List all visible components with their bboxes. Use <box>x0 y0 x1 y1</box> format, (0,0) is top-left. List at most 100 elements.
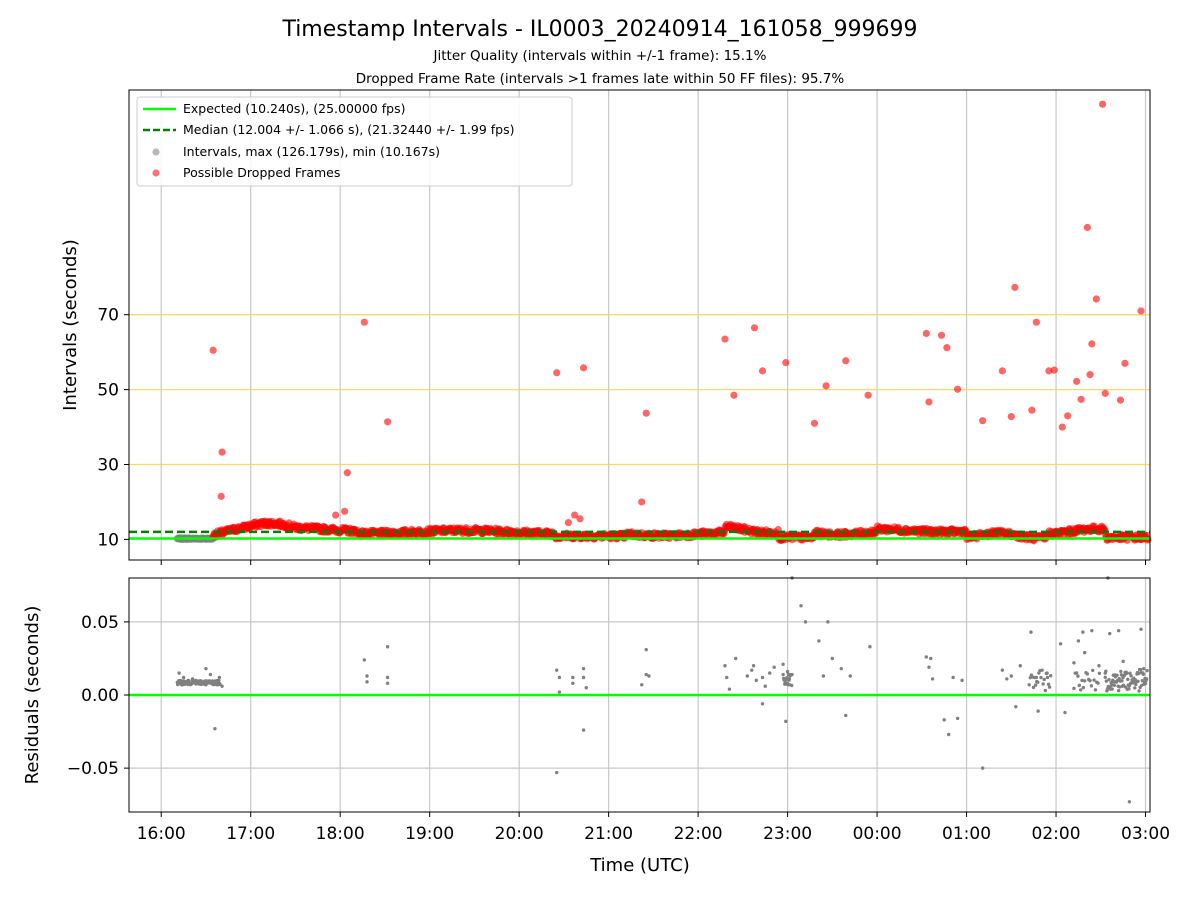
residual-point <box>1063 710 1067 715</box>
x-tick-label: 02:00 <box>1032 824 1081 844</box>
residual-point <box>1082 650 1087 655</box>
residual-point <box>772 665 776 669</box>
x-tick-label: 17:00 <box>226 824 275 844</box>
intervals-plot: 10 30 50 70 Intervals (seconds) Expected (1… <box>60 89 1152 565</box>
dropped-frame-point <box>979 417 987 425</box>
dropped-frame-point <box>1045 367 1053 375</box>
residual-point <box>1033 683 1038 687</box>
dropped-frame-point <box>1101 389 1109 397</box>
legend-intervals-swatch <box>152 148 160 156</box>
x-tick-label: 23:00 <box>763 824 812 844</box>
residual-point <box>1117 676 1121 681</box>
dropped-frame-point <box>730 391 738 399</box>
dropped-frame-point <box>782 359 790 367</box>
residual-point <box>821 674 826 678</box>
dropped-frame-point <box>579 364 588 372</box>
residual-point <box>1129 674 1133 678</box>
residual-point <box>362 658 367 662</box>
residual-point <box>1127 687 1131 691</box>
x-tick-label: 19:00 <box>405 824 454 844</box>
dropped-frame-point <box>1073 377 1081 385</box>
residual-point <box>571 675 575 680</box>
residual-point <box>190 677 195 681</box>
residual-point <box>1138 667 1143 672</box>
legend-dropped-swatch <box>152 169 160 177</box>
residual-point <box>1143 681 1148 686</box>
residual-point <box>1119 669 1123 674</box>
residual-point <box>1078 688 1083 692</box>
dropped-frame-point <box>842 357 850 365</box>
residual-point <box>790 683 794 688</box>
residual-point <box>1137 689 1141 693</box>
residual-point <box>942 718 946 722</box>
residual-point <box>1107 677 1111 682</box>
dropped-frame-point <box>1064 412 1072 420</box>
residual-point <box>177 671 181 675</box>
residual-point <box>1127 800 1132 804</box>
dropped-frame-point <box>209 346 217 354</box>
residual-point <box>1072 661 1076 665</box>
residual-point <box>1141 672 1146 676</box>
residual-point <box>1089 684 1094 688</box>
residual-point <box>1045 675 1050 680</box>
x-tick-label: 22:00 <box>674 824 723 844</box>
residual-point <box>787 677 792 681</box>
dropped-frame-point <box>998 367 1006 375</box>
residual-point <box>571 681 575 685</box>
residual-point <box>760 702 765 706</box>
residual-point <box>1072 686 1076 691</box>
x-tick-label: 16:00 <box>137 824 186 844</box>
residual-point <box>1145 668 1149 673</box>
dropped-frame-point <box>822 382 830 390</box>
residual-point <box>929 656 933 661</box>
residual-point <box>1080 678 1084 683</box>
residual-point <box>751 664 756 668</box>
residual-point <box>581 675 586 680</box>
residual-point <box>1110 687 1114 691</box>
residuals-x-ticks: 16:00 17:00 18:00 19:00 20:00 21:00 22:00 23:00… <box>137 812 1170 844</box>
residual-point <box>1115 673 1119 678</box>
residual-point <box>1039 675 1043 680</box>
dropped-frame-point <box>343 469 351 477</box>
dropped-frame-point <box>758 367 767 375</box>
residual-point <box>1088 678 1092 683</box>
residual-point <box>955 716 960 721</box>
residual-point <box>803 620 808 624</box>
residual-point <box>725 675 729 680</box>
dropped-frame-point <box>1032 318 1040 326</box>
residual-point <box>1142 666 1146 671</box>
dropped-frame-point <box>1092 295 1100 303</box>
residual-point <box>385 645 390 649</box>
residual-point <box>555 770 559 775</box>
dropped-frame-point <box>564 518 572 527</box>
residual-point <box>733 656 738 661</box>
residual-point <box>555 668 559 672</box>
residual-point <box>1034 675 1039 680</box>
residual-point <box>745 674 750 678</box>
residual-point <box>930 677 935 681</box>
residual-point <box>781 662 785 666</box>
residual-point <box>385 681 390 685</box>
dropped-frame-point <box>1098 100 1107 108</box>
residual-point <box>1097 664 1101 668</box>
residual-point <box>763 684 767 688</box>
residual-point <box>1077 683 1082 688</box>
residual-point <box>1118 685 1122 689</box>
residual-point <box>1048 674 1053 678</box>
chart-legend: Expected (10.240s), (25.00000 fps) Media… <box>136 96 573 187</box>
residual-point <box>781 672 785 677</box>
dropped-frame-point <box>576 515 584 523</box>
residual-point <box>844 713 848 718</box>
residual-point <box>1036 709 1040 713</box>
residual-point <box>1014 705 1018 709</box>
residual-point <box>217 675 222 680</box>
residual-point <box>760 675 765 680</box>
residual-point <box>1018 664 1022 668</box>
dropped-frame-point <box>638 498 646 506</box>
residual-point <box>557 675 562 680</box>
residual-point <box>1076 639 1081 643</box>
residual-point <box>927 665 931 669</box>
residual-point <box>581 728 586 732</box>
residual-point <box>784 719 788 724</box>
dropped-frame-point <box>360 318 368 326</box>
